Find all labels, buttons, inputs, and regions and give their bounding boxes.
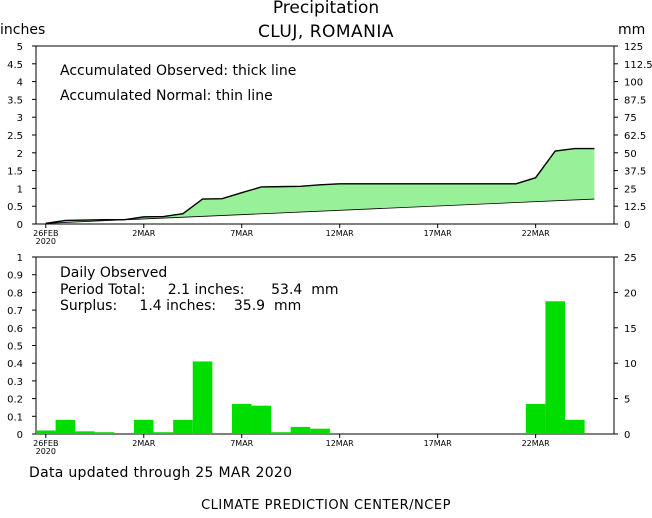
right-tick-label: 112.5 (624, 60, 652, 71)
daily-precip-bar (310, 428, 330, 434)
surplus-fill-area (45, 148, 595, 224)
right-tick-label: 87.5 (624, 95, 646, 106)
right-tick-label: 25 (624, 253, 637, 264)
x-tick-label: 22MAR (522, 439, 551, 448)
right-tick-label: 20 (624, 288, 637, 299)
left-tick-label: 1 (17, 184, 23, 195)
left-tick-label: 0.2 (7, 395, 23, 406)
x-tick-label: 17MAR (424, 439, 453, 448)
x-tick-label: 17MAR (424, 229, 453, 238)
left-tick-label: 0.7 (7, 306, 23, 317)
left-unit-label: inches (0, 22, 46, 38)
chart-annotation: Accumulated Observed: thick line (60, 63, 296, 79)
daily-precip-bar (271, 432, 291, 434)
right-tick-label: 50 (624, 149, 637, 160)
right-tick-label: 125 (624, 42, 643, 53)
daily-precip-bar (173, 419, 193, 434)
left-tick-label: 0.4 (7, 359, 23, 370)
daily-precip-bar (192, 361, 213, 434)
right-tick-label: 25 (624, 184, 637, 195)
credit-line: CLIMATE PREDICTION CENTER/NCEP (201, 498, 451, 513)
daily-precip-bar (565, 419, 585, 434)
chart-annotation: Accumulated Normal: thin line (60, 88, 273, 104)
daily-precip-bar (251, 405, 272, 434)
data-updated-note: Data updated through 25 MAR 2020 (29, 465, 293, 481)
accumulated-observed-line (45, 147, 595, 224)
daily-precip-bar (36, 430, 56, 434)
left-tick-label: 0.6 (7, 324, 23, 335)
x-tick-label: 2MAR (132, 439, 155, 448)
chart-subtitle: CLUJ, ROMANIA (257, 22, 395, 42)
x-tick-year-label: 2020 (36, 447, 56, 456)
chart-title: Precipitation (272, 0, 380, 18)
left-tick-label: 4 (17, 78, 23, 89)
left-tick-label: 0.5 (7, 202, 23, 213)
left-tick-label: 0.8 (7, 288, 23, 299)
right-tick-label: 10 (624, 359, 637, 370)
x-tick-label: 12MAR (326, 439, 355, 448)
accumulated-normal-line (45, 198, 595, 224)
left-tick-label: 2 (17, 149, 23, 160)
x-tick-label: 26FEB (33, 439, 58, 448)
right-tick-label: 62.5 (624, 131, 646, 142)
x-tick-label: 22MAR (522, 229, 551, 238)
right-unit-label: mm (618, 22, 646, 38)
daily-precip-bar (153, 432, 174, 434)
daily-precip-bar (55, 419, 76, 434)
left-tick-label: 0 (17, 220, 23, 231)
left-tick-label: 5 (17, 42, 23, 53)
left-tick-label: 0.5 (7, 342, 23, 353)
left-tick-label: 0 (17, 430, 23, 441)
left-tick-label: 4.5 (7, 60, 23, 71)
left-tick-label: 3 (17, 113, 23, 124)
right-tick-label: 12.5 (624, 202, 646, 213)
daily-precip-bar (525, 403, 546, 434)
chart-annotation: Surplus: 1.4 inches: 35.9 mm (60, 298, 301, 314)
x-tick-label: 2MAR (132, 229, 155, 238)
daily-precip-bar (545, 301, 566, 434)
right-tick-label: 37.5 (624, 167, 646, 178)
left-tick-label: 1 (17, 253, 23, 264)
daily-precip-bar (133, 419, 154, 434)
right-tick-label: 0 (624, 220, 630, 231)
left-tick-label: 2.5 (7, 131, 23, 142)
right-tick-label: 5 (624, 395, 630, 406)
left-tick-label: 0.9 (7, 271, 23, 282)
left-tick-label: 0.1 (7, 412, 23, 423)
x-tick-label: 7MAR (230, 229, 253, 238)
chart-annotation: Period Total: 2.1 inches: 53.4 mm (60, 282, 339, 298)
daily-precip-bar (75, 431, 95, 434)
left-tick-label: 0.3 (7, 377, 23, 388)
daily-precip-bar (231, 403, 252, 434)
x-tick-year-label: 2020 (36, 237, 56, 246)
left-tick-label: 3.5 (7, 95, 23, 106)
right-tick-label: 15 (624, 324, 637, 335)
chart-annotation: Daily Observed (60, 265, 167, 281)
right-tick-label: 100 (624, 78, 643, 89)
daily-precip-bar (290, 426, 311, 434)
left-tick-label: 1.5 (7, 167, 23, 178)
right-tick-label: 75 (624, 113, 637, 124)
x-tick-label: 7MAR (230, 439, 253, 448)
right-tick-label: 0 (624, 430, 630, 441)
x-tick-label: 26FEB (33, 229, 58, 238)
daily-precip-bar (94, 432, 115, 434)
x-tick-label: 12MAR (326, 229, 355, 238)
